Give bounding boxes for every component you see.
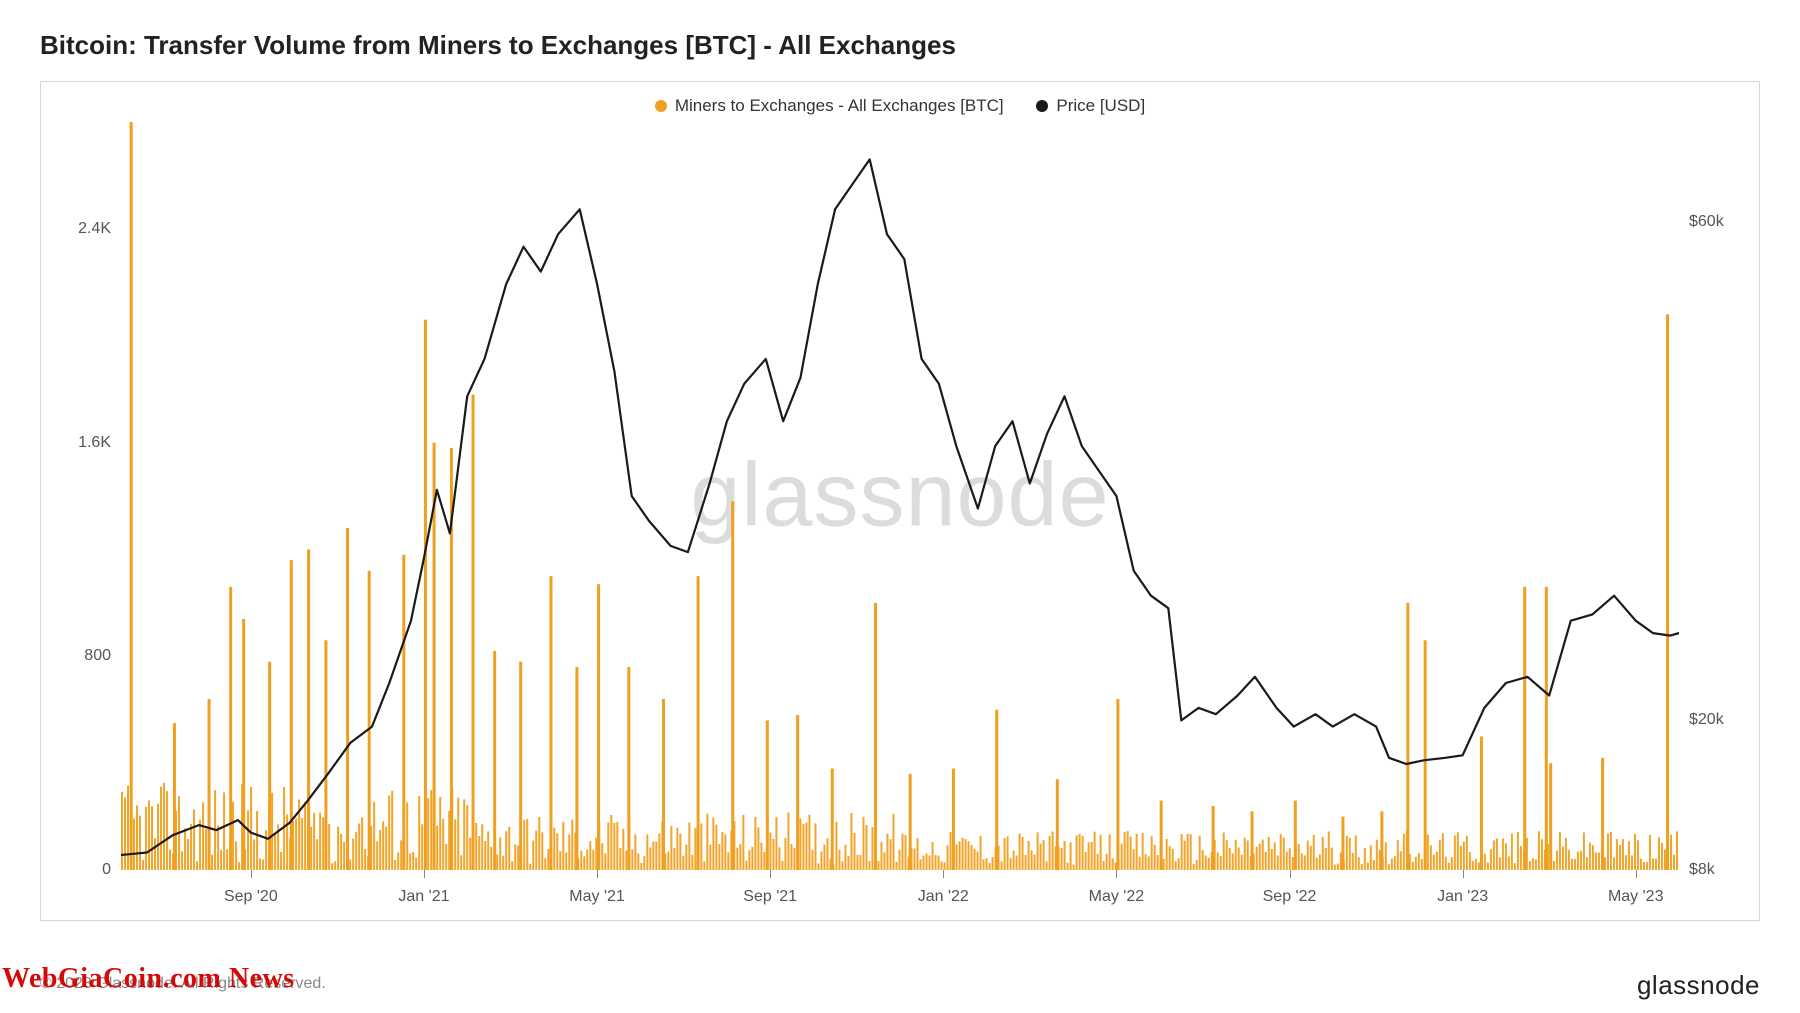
y-left-tick-label: 1.6K xyxy=(51,434,111,452)
legend-label-miners: Miners to Exchanges - All Exchanges [BTC… xyxy=(675,96,1004,116)
x-tick xyxy=(1290,870,1291,878)
plot-area: glassnode 08001.6K2.4K$8k$20k$60kSep '20… xyxy=(121,122,1679,870)
legend-item-price: Price [USD] xyxy=(1036,96,1145,116)
y-right-tick-label: $20k xyxy=(1689,711,1749,729)
legend-label-price: Price [USD] xyxy=(1056,96,1145,116)
x-tick-label: May '23 xyxy=(1608,888,1664,906)
x-tick xyxy=(1636,870,1637,878)
x-tick-label: Sep '22 xyxy=(1263,888,1317,906)
x-tick-label: Jan '23 xyxy=(1437,888,1488,906)
y-left-tick-label: 800 xyxy=(51,647,111,665)
y-left-tick-label: 2.4K xyxy=(51,220,111,238)
brand-logo: glassnode xyxy=(1637,970,1760,1001)
y-left-tick-label: 0 xyxy=(51,861,111,879)
legend: Miners to Exchanges - All Exchanges [BTC… xyxy=(41,96,1759,117)
chart-container: Bitcoin: Transfer Volume from Miners to … xyxy=(0,0,1800,1013)
chart-title: Bitcoin: Transfer Volume from Miners to … xyxy=(40,30,1760,61)
x-tick xyxy=(770,870,771,878)
x-tick-label: Sep '20 xyxy=(224,888,278,906)
x-tick xyxy=(597,870,598,878)
x-tick-label: May '22 xyxy=(1089,888,1145,906)
x-tick-label: Sep '21 xyxy=(743,888,797,906)
legend-marker-miners-icon xyxy=(655,100,667,112)
y-right-tick-label: $8k xyxy=(1689,861,1749,879)
overlay-news-text: WebGiaCoin.com News xyxy=(2,963,295,995)
x-tick-label: Jan '22 xyxy=(918,888,969,906)
legend-item-miners: Miners to Exchanges - All Exchanges [BTC… xyxy=(655,96,1004,116)
x-tick-label: May '21 xyxy=(569,888,625,906)
x-tick xyxy=(1463,870,1464,878)
chart-svg xyxy=(121,122,1679,870)
y-right-tick-label: $60k xyxy=(1689,213,1749,231)
x-tick xyxy=(424,870,425,878)
chart-frame: Miners to Exchanges - All Exchanges [BTC… xyxy=(40,81,1760,921)
x-tick-label: Jan '21 xyxy=(398,888,449,906)
x-tick xyxy=(943,870,944,878)
x-tick xyxy=(1116,870,1117,878)
legend-marker-price-icon xyxy=(1036,100,1048,112)
x-tick xyxy=(251,870,252,878)
